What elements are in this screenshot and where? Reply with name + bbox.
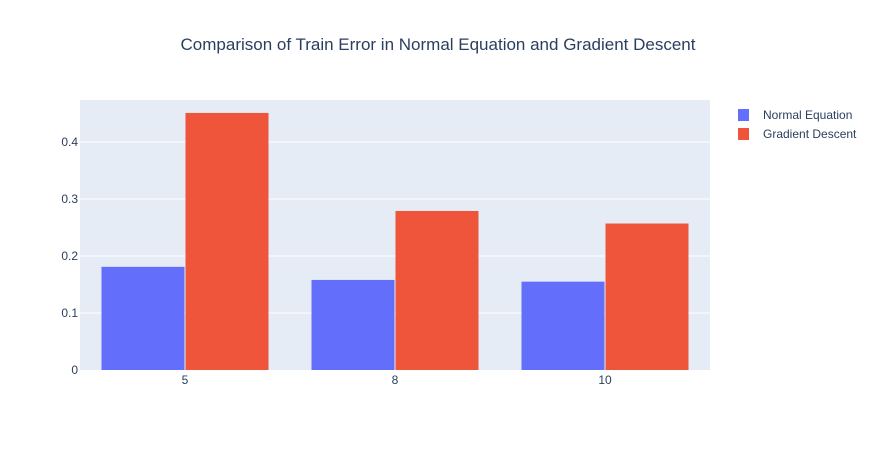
y-tick-label: 0.4	[61, 135, 78, 149]
bar-normal-equation-5	[101, 266, 185, 370]
y-tick-label: 0	[71, 363, 78, 377]
y-axis: 0 0.1 0.2 0.3 0.4	[61, 135, 78, 377]
gridlines	[80, 141, 710, 314]
x-axis: 5 8 10	[182, 373, 612, 387]
chart-title: Comparison of Train Error in Normal Equa…	[181, 35, 696, 54]
x-tick-label: 10	[598, 373, 612, 387]
legend: Normal Equation Gradient Descent	[738, 108, 857, 141]
y-tick-label: 0.3	[61, 192, 78, 206]
bar-gradient-descent-5	[185, 112, 269, 370]
x-tick-label: 8	[392, 373, 399, 387]
y-tick-label: 0.2	[61, 249, 78, 263]
bar-normal-equation-8	[311, 279, 395, 370]
legend-swatch[interactable]	[738, 109, 749, 121]
bar-gradient-descent-10	[605, 223, 689, 370]
plot-area	[80, 100, 710, 370]
legend-swatch[interactable]	[738, 128, 749, 140]
bar-normal-equation-10	[521, 281, 605, 370]
y-tick-label: 0.1	[61, 306, 78, 320]
bar-gradient-descent-8	[395, 210, 479, 370]
x-tick-label: 5	[182, 373, 189, 387]
legend-item-gradient-descent[interactable]: Gradient Descent	[763, 127, 857, 141]
bars	[101, 112, 689, 370]
legend-item-normal-equation[interactable]: Normal Equation	[763, 108, 852, 122]
